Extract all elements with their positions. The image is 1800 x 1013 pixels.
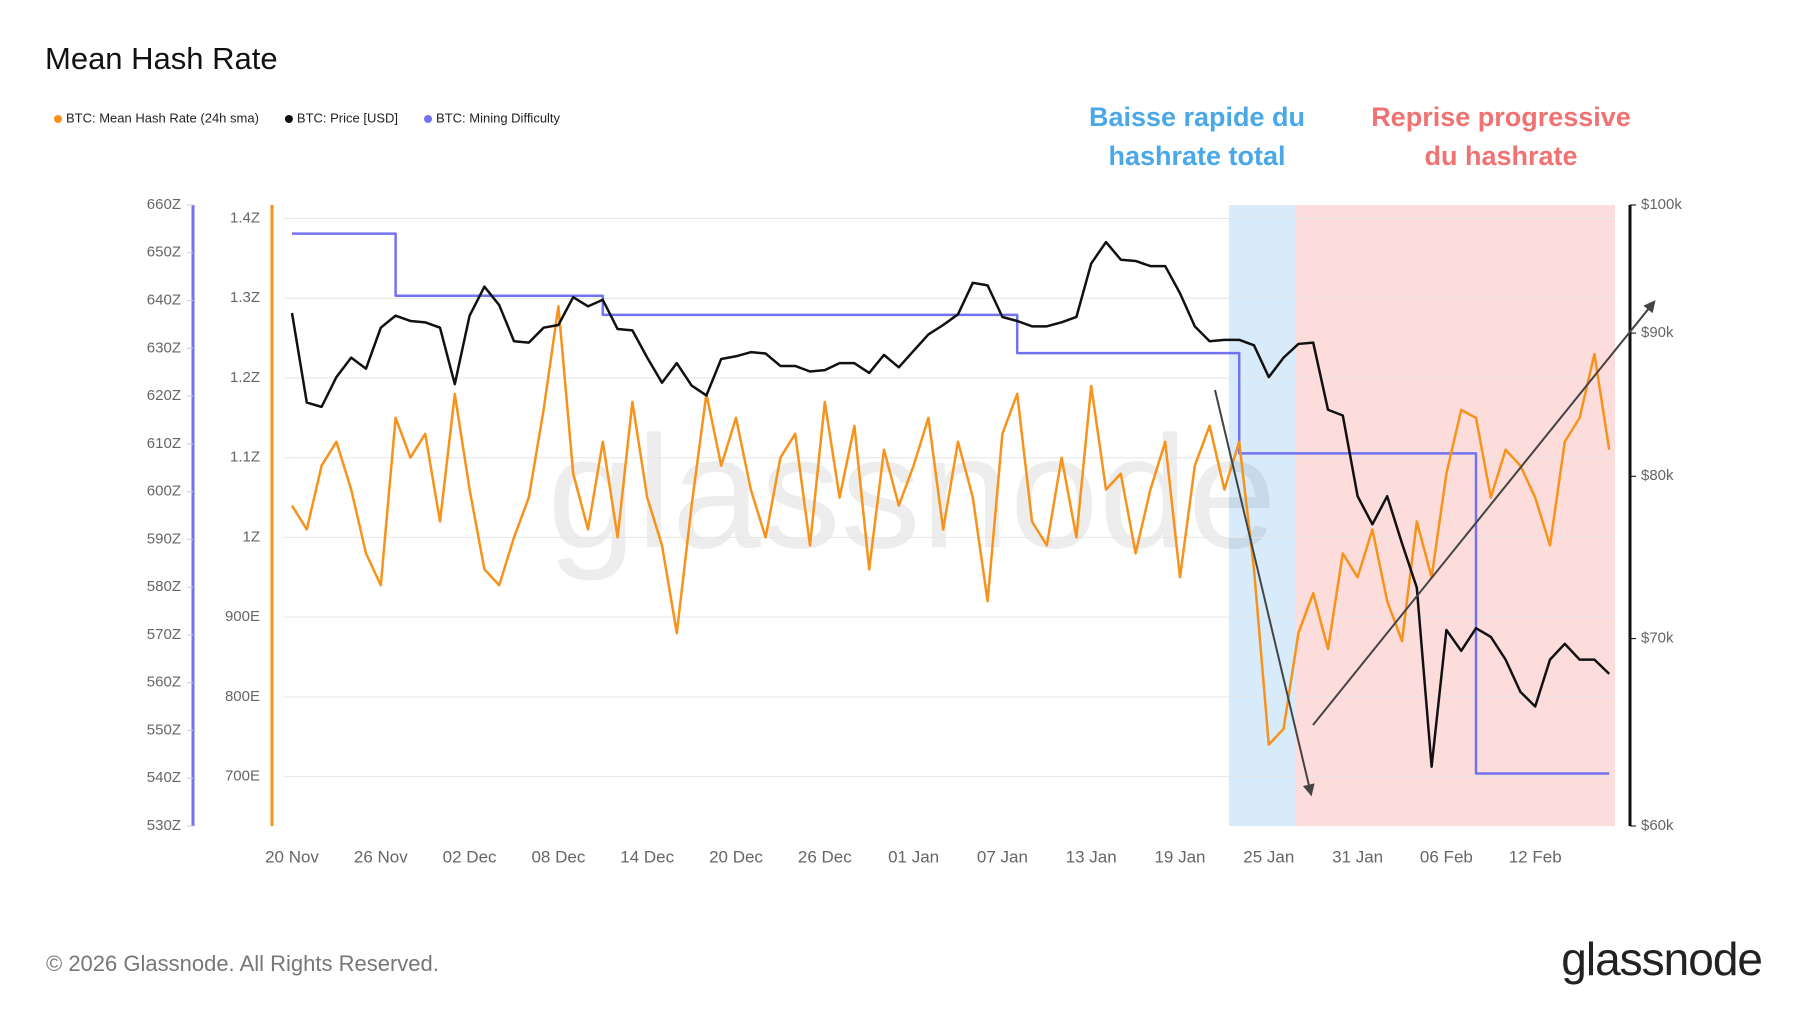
legend-label: BTC: Mining Difficulty bbox=[436, 110, 561, 125]
y-tick-label: 700E bbox=[225, 768, 260, 785]
x-tick-label: 02 Dec bbox=[443, 847, 497, 866]
y2-tick-label: $60k bbox=[1641, 817, 1674, 834]
y3-tick-label: 560Z bbox=[147, 674, 181, 691]
legend-dot bbox=[424, 115, 433, 123]
logo: glassnode bbox=[1561, 933, 1762, 985]
arrow-drop bbox=[1214, 389, 1315, 797]
y-tick-label: 1Z bbox=[242, 528, 260, 545]
x-tick-label: 25 Jan bbox=[1243, 847, 1294, 866]
annotation: Baisse rapide du bbox=[1089, 102, 1305, 132]
y3-tick-label: 590Z bbox=[147, 530, 181, 547]
y3-tick-label: 650Z bbox=[147, 244, 181, 261]
y2-tick-label: $90k bbox=[1641, 324, 1674, 341]
y-tick-label: 800E bbox=[225, 688, 260, 705]
x-tick-label: 12 Feb bbox=[1509, 847, 1562, 866]
legend-label: BTC: Price [USD] bbox=[297, 110, 398, 125]
y3-tick-label: 570Z bbox=[147, 626, 181, 643]
chart-title: Mean Hash Rate bbox=[45, 41, 278, 76]
x-tick-label: 07 Jan bbox=[977, 847, 1028, 866]
y3-tick-label: 580Z bbox=[147, 578, 181, 595]
y3-tick-label: 630Z bbox=[147, 339, 181, 356]
y-tick-label: 1.4Z bbox=[230, 210, 260, 227]
legend-dot bbox=[284, 115, 293, 123]
legend-label: BTC: Mean Hash Rate (24h sma) bbox=[66, 110, 259, 125]
annotation: hashrate total bbox=[1108, 141, 1285, 171]
x-tick-label: 13 Jan bbox=[1066, 847, 1117, 866]
series-line bbox=[290, 240, 1611, 768]
x-tick-label: 31 Jan bbox=[1332, 847, 1383, 866]
x-tick-label: 20 Dec bbox=[709, 847, 763, 866]
y3-tick-label: 540Z bbox=[147, 769, 181, 786]
y3-tick-label: 600Z bbox=[147, 483, 181, 500]
annotation: du hashrate bbox=[1424, 141, 1577, 171]
y3-tick-label: 640Z bbox=[147, 292, 181, 309]
y2-tick-label: $70k bbox=[1641, 630, 1674, 647]
y-tick-label: 1.2Z bbox=[230, 369, 260, 386]
y3-tick-label: 550Z bbox=[147, 721, 181, 738]
y3-tick-label: 530Z bbox=[147, 817, 181, 834]
y3-tick-label: 610Z bbox=[147, 435, 181, 452]
arrow-recovery bbox=[1312, 300, 1656, 726]
x-tick-label: 14 Dec bbox=[620, 847, 674, 866]
annotation: Reprise progressive bbox=[1371, 102, 1631, 132]
y-tick-label: 900E bbox=[225, 608, 260, 625]
y2-tick-label: $80k bbox=[1641, 467, 1674, 484]
x-tick-label: 01 Jan bbox=[888, 847, 939, 866]
footer: © 2026 Glassnode. All Rights Reserved. bbox=[46, 951, 439, 976]
x-tick-label: 19 Jan bbox=[1154, 847, 1205, 866]
y-tick-label: 1.1Z bbox=[230, 449, 260, 466]
y-tick-label: 1.3Z bbox=[230, 289, 260, 306]
x-tick-label: 06 Feb bbox=[1420, 847, 1473, 866]
series-line bbox=[290, 304, 1611, 746]
x-tick-label: 08 Dec bbox=[531, 847, 585, 866]
watermark: glassnode bbox=[547, 402, 1276, 581]
x-tick-label: 26 Dec bbox=[798, 847, 852, 866]
x-tick-label: 26 Nov bbox=[354, 847, 408, 866]
legend-dot bbox=[54, 115, 62, 123]
region-recovery bbox=[1295, 205, 1615, 826]
y3-tick-label: 660Z bbox=[147, 196, 181, 213]
y2-tick-label: $100k bbox=[1641, 196, 1682, 213]
x-tick-label: 20 Nov bbox=[265, 847, 319, 866]
y3-tick-label: 620Z bbox=[147, 387, 181, 404]
